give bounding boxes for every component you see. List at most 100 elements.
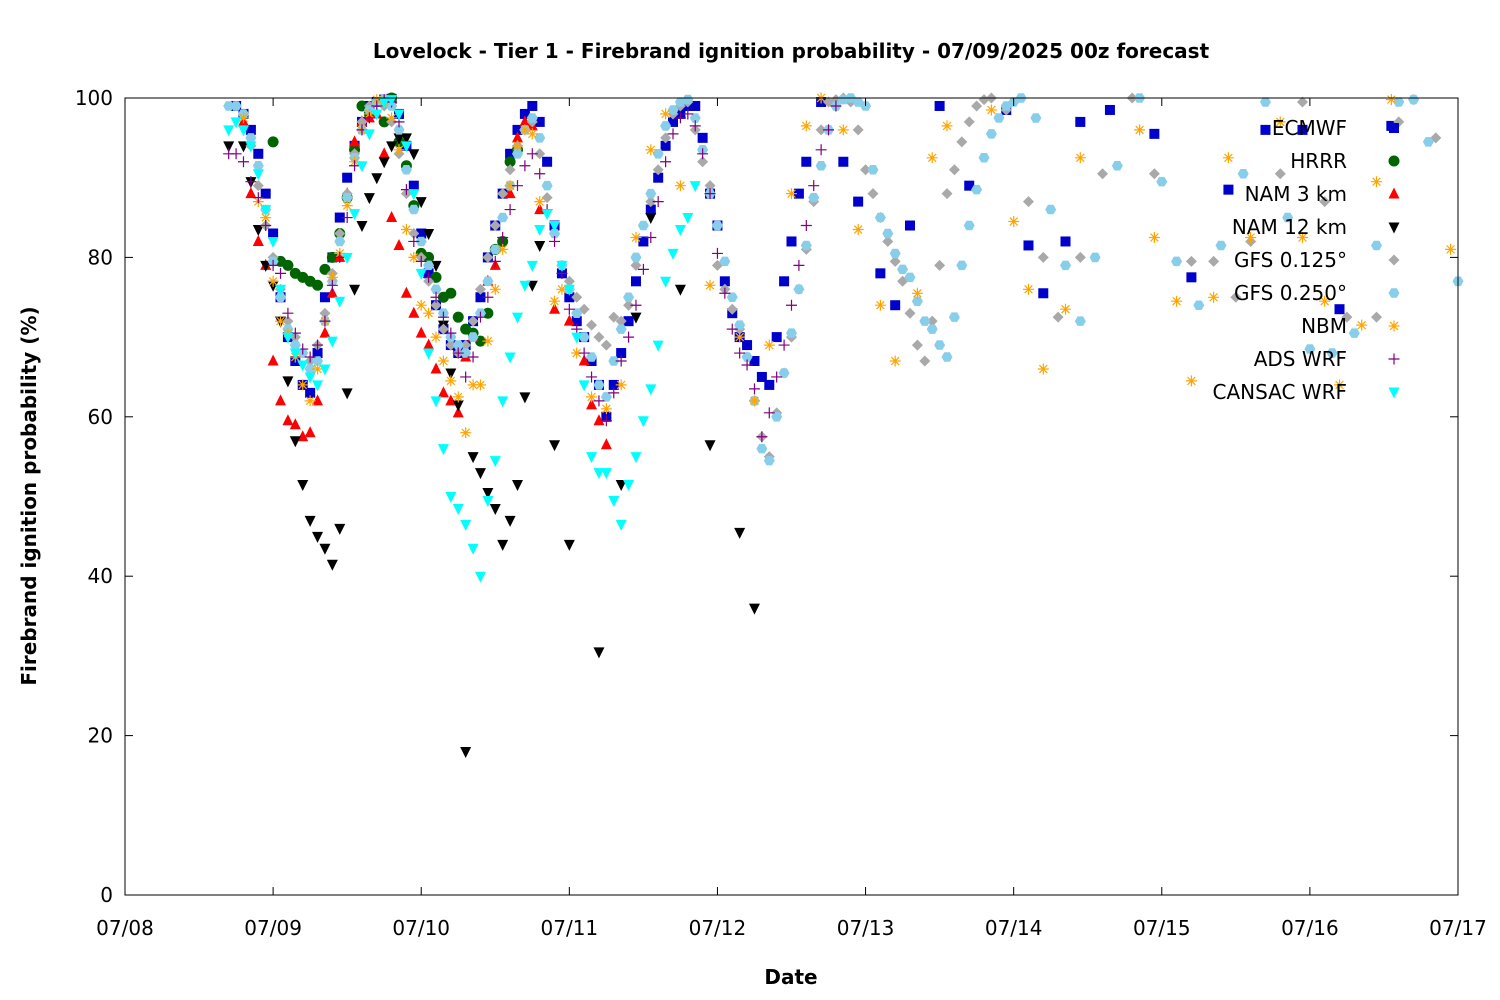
data-point — [319, 315, 331, 327]
data-point — [837, 124, 849, 136]
data-point — [586, 452, 598, 464]
data-point — [460, 747, 472, 759]
data-point — [252, 225, 264, 237]
x-tick-label: 07/13 — [837, 916, 895, 940]
chart-title: Lovelock - Tier 1 - Firebrand ignition p… — [373, 39, 1210, 63]
data-point — [423, 338, 435, 350]
data-point — [667, 105, 679, 115]
legend-label: GFS 0.125° — [1234, 248, 1347, 272]
data-point — [919, 355, 931, 367]
data-point — [608, 311, 620, 323]
data-point — [549, 440, 561, 452]
data-point — [1304, 344, 1316, 354]
data-point — [778, 339, 790, 351]
data-point — [741, 352, 753, 362]
data-point — [400, 165, 412, 175]
data-point — [304, 395, 316, 407]
data-point — [719, 276, 730, 287]
data-point — [474, 283, 486, 295]
data-point — [415, 326, 427, 338]
data-point — [838, 156, 849, 167]
data-point — [1445, 243, 1457, 255]
data-point — [1185, 375, 1197, 387]
data-point — [326, 271, 338, 283]
data-point — [400, 224, 412, 235]
data-point — [948, 164, 960, 176]
data-point — [911, 296, 923, 306]
data-point — [223, 125, 235, 137]
data-point — [482, 335, 494, 347]
data-point — [645, 196, 657, 208]
data-point — [1222, 152, 1234, 164]
data-point — [704, 279, 716, 291]
data-point — [237, 141, 249, 153]
data-point — [645, 144, 657, 156]
data-point — [586, 391, 597, 403]
data-point — [415, 255, 427, 267]
data-point — [911, 339, 923, 351]
data-point — [964, 180, 975, 191]
data-point — [800, 120, 812, 132]
y-tick-label: 100 — [75, 86, 113, 110]
data-point — [593, 380, 605, 390]
data-point — [275, 315, 286, 327]
data-point — [852, 97, 864, 107]
data-point — [341, 388, 353, 400]
data-point — [586, 371, 598, 383]
data-point — [549, 228, 560, 239]
data-point — [853, 196, 864, 207]
data-point — [615, 480, 627, 492]
data-point — [1371, 176, 1382, 188]
data-point — [312, 279, 324, 291]
data-point — [711, 220, 723, 231]
data-point — [882, 228, 894, 239]
data-point — [467, 452, 479, 464]
data-point — [1208, 255, 1220, 267]
data-point — [771, 332, 782, 343]
data-point — [482, 307, 494, 319]
data-point — [674, 225, 686, 237]
data-point — [349, 284, 361, 296]
data-point — [1319, 196, 1331, 208]
data-point — [452, 311, 464, 323]
data-point — [1104, 104, 1115, 115]
legend-label: NAM 3 km — [1245, 182, 1347, 206]
legend-label: NAM 12 km — [1232, 215, 1347, 239]
data-point — [1319, 295, 1331, 307]
data-point — [245, 176, 257, 188]
data-point — [1023, 240, 1034, 251]
data-point — [985, 129, 997, 139]
data-point — [482, 488, 494, 500]
data-point — [563, 314, 575, 326]
data-point — [289, 436, 301, 448]
data-point — [660, 140, 671, 151]
data-point — [489, 220, 501, 232]
data-point — [1022, 196, 1034, 208]
data-point — [312, 394, 324, 406]
data-point — [437, 323, 449, 335]
data-point — [482, 291, 494, 303]
data-point — [1171, 295, 1183, 307]
data-point — [497, 231, 509, 243]
data-point — [615, 324, 627, 334]
data-point — [748, 383, 760, 395]
data-point — [756, 371, 767, 382]
data-point — [1422, 137, 1434, 147]
data-point — [386, 112, 398, 124]
data-point — [437, 386, 449, 398]
data-point — [645, 213, 657, 225]
data-point — [704, 440, 716, 452]
data-point — [445, 327, 457, 339]
data-point — [319, 307, 331, 319]
data-point — [971, 100, 983, 112]
data-point — [452, 347, 464, 359]
data-point — [312, 380, 324, 392]
data-point — [890, 300, 901, 311]
data-point — [527, 100, 538, 111]
data-point — [460, 371, 472, 383]
data-point — [1208, 291, 1220, 303]
data-point — [852, 124, 864, 136]
data-point — [571, 308, 583, 318]
legend-marker — [1388, 155, 1400, 167]
data-point — [430, 291, 442, 303]
